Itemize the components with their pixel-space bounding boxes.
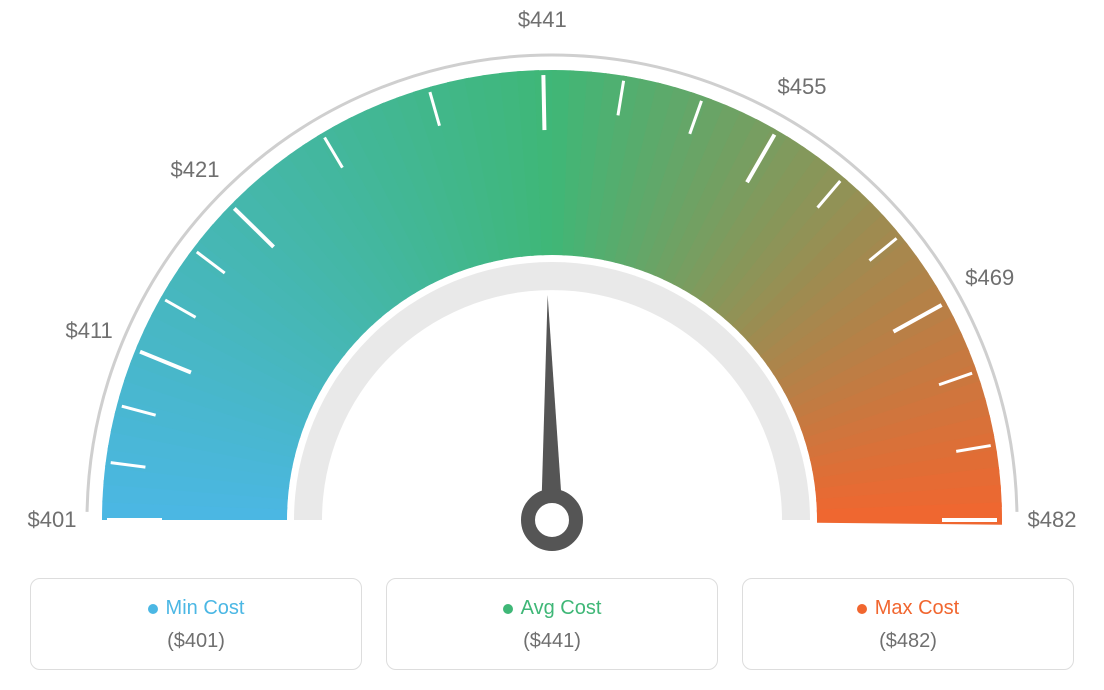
legend-card-min: Min Cost ($401) [30,578,362,670]
legend-label-max: Max Cost [875,597,959,620]
legend-title-row: Min Cost [41,597,351,620]
major-tick [543,75,544,130]
needle-hub [528,496,576,544]
legend-value-avg: ($441) [397,630,707,653]
tick-label: $482 [1028,507,1077,533]
tick-label: $469 [965,265,1014,291]
legend-row: Min Cost ($401) Avg Cost ($441) Max Cost… [30,578,1074,670]
gauge-chart-container: $401 $411 $421 $441 $455 $469 $482 Min Cost ($… [0,0,1104,690]
tick-label: $421 [171,157,220,183]
tick-label: $411 [65,318,112,344]
legend-card-max: Max Cost ($482) [742,578,1074,670]
legend-dot-min [148,604,158,614]
legend-title-row: Max Cost [753,597,1063,620]
legend-value-max: ($482) [753,630,1063,653]
legend-dot-avg [503,604,513,614]
gauge-svg [0,0,1104,560]
legend-card-avg: Avg Cost ($441) [386,578,718,670]
tick-label: $401 [28,507,77,533]
gauge-area: $401 $411 $421 $441 $455 $469 $482 [0,0,1104,560]
gauge-needle [541,295,563,520]
tick-label: $441 [518,7,567,33]
legend-value-min: ($401) [41,630,351,653]
legend-label-min: Min Cost [166,597,245,620]
legend-title-row: Avg Cost [397,597,707,620]
tick-label: $455 [778,74,827,100]
legend-dot-max [857,604,867,614]
legend-label-avg: Avg Cost [521,597,602,620]
